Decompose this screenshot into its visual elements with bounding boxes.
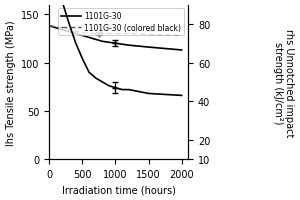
1101G-30 (colored black) [74,31,78,34]
1101G-30 (colored black) [81,32,84,35]
1101G-30 [120,44,124,46]
1101G-30 [54,27,58,30]
1101G-30 (colored black) [180,35,183,37]
1101G-30 [87,37,91,39]
X-axis label: Irradiation time (hours): Irradiation time (hours) [62,185,176,194]
Y-axis label: rhs Unnotched impact
strength (kJ/cm²): rhs Unnotched impact strength (kJ/cm²) [273,29,294,136]
1101G-30 [61,29,64,32]
1101G-30 (colored black) [61,27,64,30]
1101G-30 (colored black) [127,33,130,36]
1101G-30 [180,50,183,52]
Y-axis label: lhs Tensile strength (MPa): lhs Tensile strength (MPa) [6,20,16,145]
1101G-30 (colored black) [147,34,150,37]
1101G-30 [94,39,98,41]
1101G-30 (colored black) [100,33,104,36]
1101G-30 [68,31,71,34]
1101G-30 [100,41,104,43]
Legend: 1101G-30, 1101G-30 (colored black): 1101G-30, 1101G-30 (colored black) [58,9,184,36]
1101G-30 (colored black) [54,26,58,29]
Line: 1101G-30: 1101G-30 [49,27,182,51]
1101G-30 [81,35,84,37]
1101G-30 (colored black) [107,33,111,36]
1101G-30 [147,47,150,49]
1101G-30 [107,42,111,44]
1101G-30 (colored black) [120,33,124,36]
Line: 1101G-30 (colored black): 1101G-30 (colored black) [49,27,182,36]
1101G-30 (colored black) [94,33,98,36]
1101G-30 [74,33,78,36]
1101G-30 (colored black) [47,25,51,28]
1101G-30 [47,25,51,28]
1101G-30 (colored black) [68,29,71,32]
1101G-30 (colored black) [87,33,91,36]
1101G-30 [127,45,130,47]
1101G-30 [114,43,117,45]
1101G-30 (colored black) [114,33,117,36]
